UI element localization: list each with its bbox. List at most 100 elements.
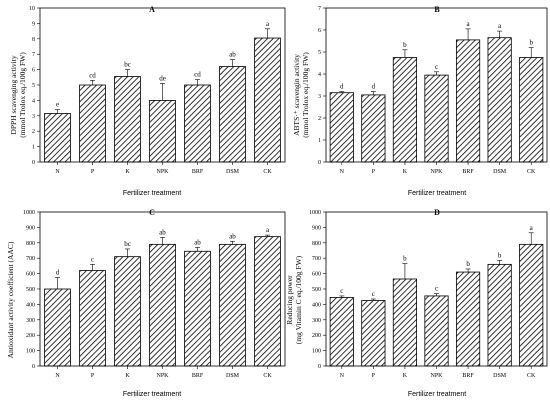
x-tick-label: NPK <box>430 169 443 175</box>
bar <box>455 271 481 367</box>
panel-b: B ABTS·⁺ scavengin activity (mmol Trolox… <box>292 5 548 197</box>
y-tick-label: 0 <box>318 364 321 370</box>
bar <box>219 66 246 163</box>
y-tick-label: 1 <box>32 145 35 151</box>
bar <box>455 39 481 163</box>
y-tick-label: 2 <box>32 129 35 135</box>
significance-letter: a <box>530 224 534 232</box>
panel-b-ylabel-line2: (mmol Trolox eq./100g FW) <box>301 52 310 138</box>
significance-letter: a <box>266 20 270 28</box>
x-tick-label: NPK <box>156 373 169 379</box>
y-tick-label: 8 <box>32 37 35 43</box>
significance-letter: d <box>372 83 376 91</box>
x-tick-label: N <box>55 169 60 175</box>
bar <box>519 243 544 367</box>
significance-letter: a <box>498 22 502 30</box>
x-tick-label: K <box>403 373 408 379</box>
y-tick-label: 400 <box>312 302 321 308</box>
x-tick-label: NPK <box>156 169 169 175</box>
significance-letter: ab <box>229 232 236 240</box>
panel-c-ylabel: Antioxidant activity coefficient (AAC) <box>6 241 15 358</box>
panel-a-xlabel: Fertilizer treatment <box>123 190 181 197</box>
bar <box>392 57 418 163</box>
x-tick-label: BRF <box>462 373 474 379</box>
bar <box>361 94 386 163</box>
y-tick-label: 1000 <box>309 210 321 216</box>
y-tick-label: 100 <box>26 349 35 355</box>
bar <box>254 236 281 367</box>
significance-letter: b <box>403 41 407 49</box>
bar <box>114 76 141 163</box>
x-tick-label: N <box>340 169 345 175</box>
bar <box>149 243 176 367</box>
y-tick-label: 400 <box>26 302 35 308</box>
y-tick-label: 500 <box>26 287 35 293</box>
y-tick-label: 3 <box>318 94 321 100</box>
y-tick-label: 0 <box>32 364 35 370</box>
bar <box>329 92 354 163</box>
plot-frame <box>39 7 286 163</box>
x-tick-label: CK <box>263 169 272 175</box>
y-tick-label: 800 <box>26 241 35 247</box>
y-tick-label: 7 <box>318 6 321 12</box>
y-tick-label: 4 <box>32 98 35 104</box>
y-tick-label: 10 <box>29 6 35 12</box>
panel-a-ylabel-line1: DPPH scavenging activity <box>9 55 18 134</box>
panel-a-plot: e Ncd Pbc Kde NPK cd BRF ab DSM a CK 0 1 2 3 4 5 6 7 8 9 10 <box>29 6 286 175</box>
bar <box>254 37 281 163</box>
bar <box>44 288 71 367</box>
panel-d-ylabel-line1: Reducing power <box>285 275 294 325</box>
panel-a: A DPPH scavenging activity (mmol Trolox … <box>9 5 286 197</box>
y-tick-label: 3 <box>32 114 35 120</box>
bar <box>149 100 176 163</box>
panel-c-title: C <box>149 208 155 217</box>
plot-frame <box>325 211 548 367</box>
x-tick-label: CK <box>527 169 536 175</box>
bar <box>44 113 71 163</box>
x-tick-label: DSM <box>226 373 240 379</box>
bar <box>79 270 106 367</box>
y-tick-label: 800 <box>312 241 321 247</box>
y-tick-label: 6 <box>32 68 35 74</box>
significance-letter: a <box>266 226 270 234</box>
significance-letter: cd <box>194 71 201 79</box>
significance-letter: bc <box>124 240 131 248</box>
significance-letter: c <box>340 287 343 295</box>
y-tick-label: 300 <box>26 318 35 324</box>
x-tick-label: N <box>55 373 60 379</box>
bar <box>424 295 449 367</box>
significance-letter: b <box>498 252 502 260</box>
x-tick-label: P <box>372 373 376 379</box>
x-tick-label: P <box>91 169 95 175</box>
bar <box>487 263 512 367</box>
y-tick-label: 1 <box>318 138 321 144</box>
bar <box>79 84 106 163</box>
panel-c-xlabel: Fertilizer treatment <box>123 391 181 398</box>
y-tick-label: 200 <box>312 333 321 339</box>
significance-letter: b <box>466 260 470 268</box>
x-tick-label: DSM <box>493 169 507 175</box>
significance-letter: c <box>435 285 438 293</box>
y-tick-label: 700 <box>312 256 321 262</box>
x-tick-label: P <box>91 373 95 379</box>
panel-b-ylabel-line1: ABTS·⁺ scavengin activity <box>292 54 301 136</box>
x-tick-label: DSM <box>226 169 240 175</box>
plot-frame <box>325 7 548 163</box>
x-tick-label: K <box>125 169 130 175</box>
panel-b-xlabel: Fertilizer treatment <box>408 190 466 197</box>
panel-d-xlabel: Fertilizer treatment <box>408 391 466 398</box>
y-tick-label: 0 <box>32 160 35 166</box>
panel-c-plot: d Nc Pbc Kab NPK ab BRF ab DSM a CK 0 100 200 300 400 50… <box>23 210 286 379</box>
significance-letter: bc <box>124 61 131 69</box>
panel-a-title: A <box>149 5 155 14</box>
significance-letter: de <box>159 74 166 82</box>
significance-letter: b <box>403 255 407 263</box>
x-tick-label: P <box>372 169 376 175</box>
y-tick-label: 900 <box>312 225 321 231</box>
significance-letter: d <box>56 268 60 276</box>
significance-letter: d <box>340 83 344 91</box>
significance-letter: ab <box>159 228 166 236</box>
significance-letter: e <box>56 101 59 109</box>
y-tick-label: 5 <box>318 50 321 56</box>
